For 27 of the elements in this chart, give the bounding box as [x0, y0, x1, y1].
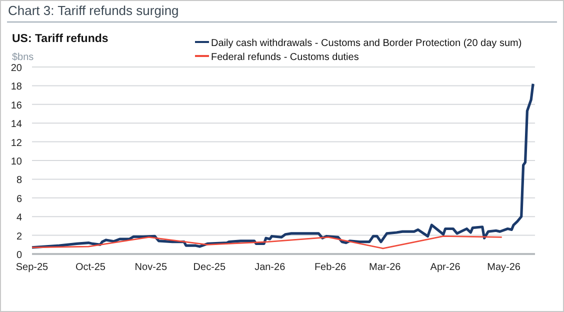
- line-series: [31, 236, 503, 250]
- chart-title: Chart 3: Tariff refunds surging: [8, 3, 179, 18]
- y-tick-label: 14: [10, 119, 22, 130]
- x-tick-label: Jan-26: [254, 262, 286, 273]
- y-tick-label: 2: [16, 231, 22, 242]
- y-tick-label: 4: [16, 212, 22, 224]
- x-tick-label: Feb-26: [314, 262, 347, 273]
- y-tick-label: 16: [10, 100, 22, 112]
- line-series: [30, 82, 534, 249]
- y-tick-label: 18: [10, 82, 22, 93]
- x-tick-label: May-26: [487, 262, 521, 273]
- y-tick-label: 6: [16, 194, 22, 205]
- y-tick-label: 8: [16, 175, 22, 186]
- x-tick-label: Nov-25: [134, 262, 168, 273]
- y-tick-label: 0: [16, 250, 22, 261]
- legend-label: Daily cash withdrawals - Customs and Border Protection (20 day sum): [211, 38, 522, 49]
- x-tick-label: Oct-25: [75, 262, 106, 273]
- legend-label: Federal refunds - Customs duties: [211, 52, 359, 63]
- y-tick-label: 12: [10, 138, 22, 149]
- y-tick-label: 20: [10, 63, 22, 74]
- x-tick-label: Sep-25: [16, 262, 49, 273]
- x-tick-label: Mar-26: [369, 262, 402, 273]
- chart-subtitle: US: Tariff refunds: [12, 33, 108, 45]
- x-tick-label: Apr-26: [430, 262, 461, 273]
- x-tick-label: Dec-25: [193, 262, 226, 273]
- y-axis-title: $bns: [12, 52, 34, 63]
- y-tick-label: 10: [10, 156, 22, 168]
